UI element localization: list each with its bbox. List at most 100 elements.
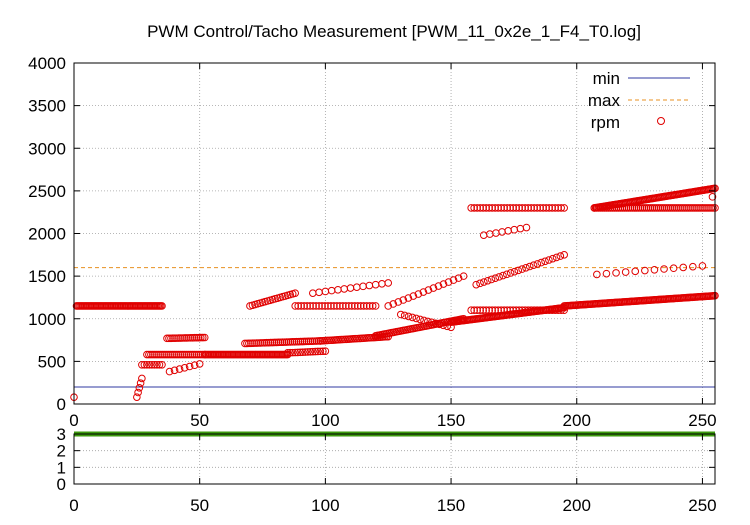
rpm-point (200, 333, 209, 342)
rpm-point (539, 306, 547, 315)
sub-xtick-label: 200 (563, 496, 591, 515)
sub-plot-frame (73, 433, 716, 485)
rpm-point (482, 306, 490, 315)
rpm-point (409, 292, 418, 300)
rpm-point (554, 204, 562, 212)
legend-label-max: max (588, 91, 621, 110)
rpm-point (365, 281, 374, 290)
main-ytick-label: 2000 (28, 225, 66, 244)
rpm-point (515, 306, 523, 315)
rpm-point (163, 350, 171, 359)
rpm-point (293, 348, 302, 357)
rpm-point (318, 302, 326, 310)
rpm-point (404, 294, 413, 302)
main-ytick-label: 2500 (28, 182, 66, 201)
rpm-point (703, 204, 711, 212)
rpm-point (640, 204, 649, 212)
rpm-point (503, 306, 511, 315)
rpm-point (158, 302, 166, 310)
rpm-point (485, 306, 493, 315)
rpm-point (656, 204, 665, 212)
rpm-point (470, 204, 478, 212)
rpm-point (494, 204, 502, 212)
rpm-point (527, 306, 535, 315)
main-ytick-label: 3500 (28, 97, 66, 116)
rpm-point (506, 306, 514, 315)
sub-xtick-label: 0 (69, 496, 78, 515)
legend-label-min: min (593, 69, 620, 88)
rpm-point (412, 314, 421, 323)
rpm-point (345, 302, 353, 310)
rpm-point (536, 204, 544, 212)
rpm-point (708, 193, 717, 201)
rpm-point (444, 278, 453, 286)
rpm-point (339, 302, 347, 310)
rpm-point (153, 350, 161, 359)
main-ytick-label: 1000 (28, 310, 66, 329)
rpm-point (431, 319, 440, 328)
rpm-point (394, 298, 403, 306)
rpm-point (352, 283, 361, 292)
rpm-point (707, 204, 715, 212)
rpm-point (473, 204, 481, 212)
main-ytick-label: 500 (38, 352, 66, 371)
rpm-point (371, 280, 380, 289)
rpm-point (182, 350, 191, 359)
rpm-point (548, 254, 557, 263)
rpm-point (330, 302, 338, 310)
rpm-point (470, 306, 478, 315)
rpm-point (660, 204, 669, 212)
rpm-point (542, 306, 550, 315)
rpm-point (675, 204, 683, 212)
rpm-point (495, 273, 503, 281)
rpm-point (545, 204, 553, 212)
legend-label-rpm: rpm (591, 113, 620, 132)
rpm-point (487, 275, 496, 284)
rpm-point (467, 306, 475, 315)
sub-xtick-label: 150 (437, 496, 465, 515)
rpm-point (195, 360, 204, 368)
rpm-point (664, 204, 673, 212)
rpm-point (414, 290, 423, 298)
rpm-point (384, 279, 393, 287)
rpm-point (486, 230, 494, 238)
rpm-point (668, 204, 677, 212)
rpm-point (482, 204, 490, 212)
rpm-point (300, 302, 308, 310)
rpm-point (499, 271, 507, 280)
rpm-point (491, 204, 499, 212)
rpm-point (315, 288, 323, 297)
rpm-point (539, 204, 547, 212)
rpm-point (143, 360, 151, 369)
rpm-point (459, 272, 468, 280)
main-ytick-label: 0 (57, 395, 66, 414)
rpm-point (136, 379, 145, 387)
rpm-point (153, 360, 161, 369)
rpm-point (198, 333, 207, 342)
rpm-point (602, 269, 611, 278)
rpm-point (419, 288, 428, 296)
rpm-point (296, 348, 305, 357)
rpm-point (698, 262, 707, 270)
rpm-point (359, 302, 368, 310)
rpm-point (336, 302, 344, 310)
rpm-point (636, 204, 645, 212)
rpm-point (500, 306, 508, 315)
rpm-point (521, 204, 529, 212)
rpm-point (697, 204, 705, 212)
rpm-point (416, 315, 424, 324)
rpm-points (70, 184, 719, 401)
rpm-point (189, 333, 197, 342)
rpm-point (346, 284, 355, 292)
rpm-point (435, 320, 444, 329)
rpm-point (494, 306, 502, 315)
rpm-point (695, 204, 703, 212)
rpm-point (652, 204, 661, 212)
rpm-point (140, 360, 149, 369)
rpm-point (356, 302, 365, 310)
rpm-point (165, 367, 174, 376)
rpm-point (516, 224, 525, 233)
rpm-point (350, 302, 359, 310)
rpm-point (183, 334, 191, 342)
